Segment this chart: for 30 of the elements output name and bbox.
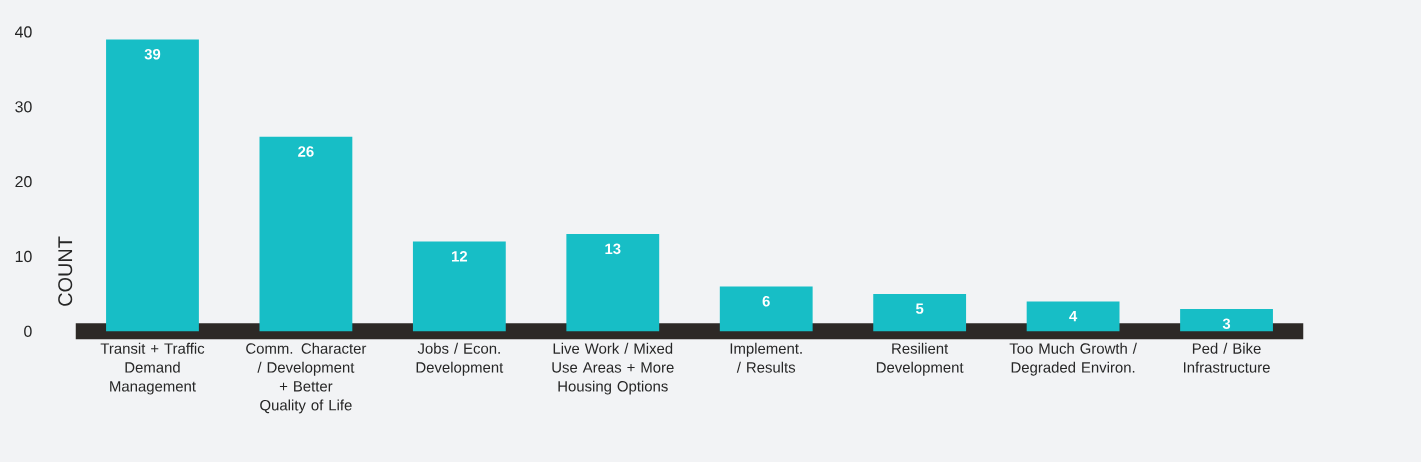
x-tick-label: Too Much Growth / Degraded Environ. (1009, 342, 1137, 376)
y-axis-title: COUNT (58, 236, 73, 306)
data-label: 3 (1222, 318, 1231, 329)
bar (1180, 308, 1273, 332)
bar (1026, 301, 1120, 332)
bar (719, 286, 813, 332)
y-tick-label: 0 (24, 325, 32, 337)
bar (259, 136, 353, 332)
x-tick-label: Implement. / Results (730, 342, 802, 373)
data-label: 39 (144, 48, 161, 60)
bar (106, 39, 199, 332)
x-tick-label: Transit + Traffic Demand Management (100, 342, 205, 395)
x-tick-label: Live Work / Mixed Use Areas + More Housing Options (552, 342, 674, 395)
bar (412, 241, 506, 332)
y-tick-label: 40 (14, 26, 32, 38)
x-tick-label: Ped / Bike Infrastructure (1183, 342, 1270, 373)
y-tick-label: 30 (15, 101, 32, 113)
bar (566, 233, 660, 332)
data-label: 26 (298, 146, 314, 157)
x-tick-label: Jobs / Econ. Development (416, 342, 504, 376)
bar (873, 293, 967, 332)
y-tick-label: 20 (15, 175, 32, 188)
data-label: 4 (1069, 310, 1078, 322)
y-tick-label: 10 (15, 250, 32, 263)
data-label: 12 (451, 250, 468, 262)
data-label: 5 (915, 303, 924, 314)
x-tick-label: Resilient Development (876, 342, 964, 376)
data-label: 13 (605, 243, 621, 255)
data-label: 6 (762, 295, 770, 307)
x-tick-label: Comm. Character / Development + Better Quality of Life (246, 342, 367, 414)
